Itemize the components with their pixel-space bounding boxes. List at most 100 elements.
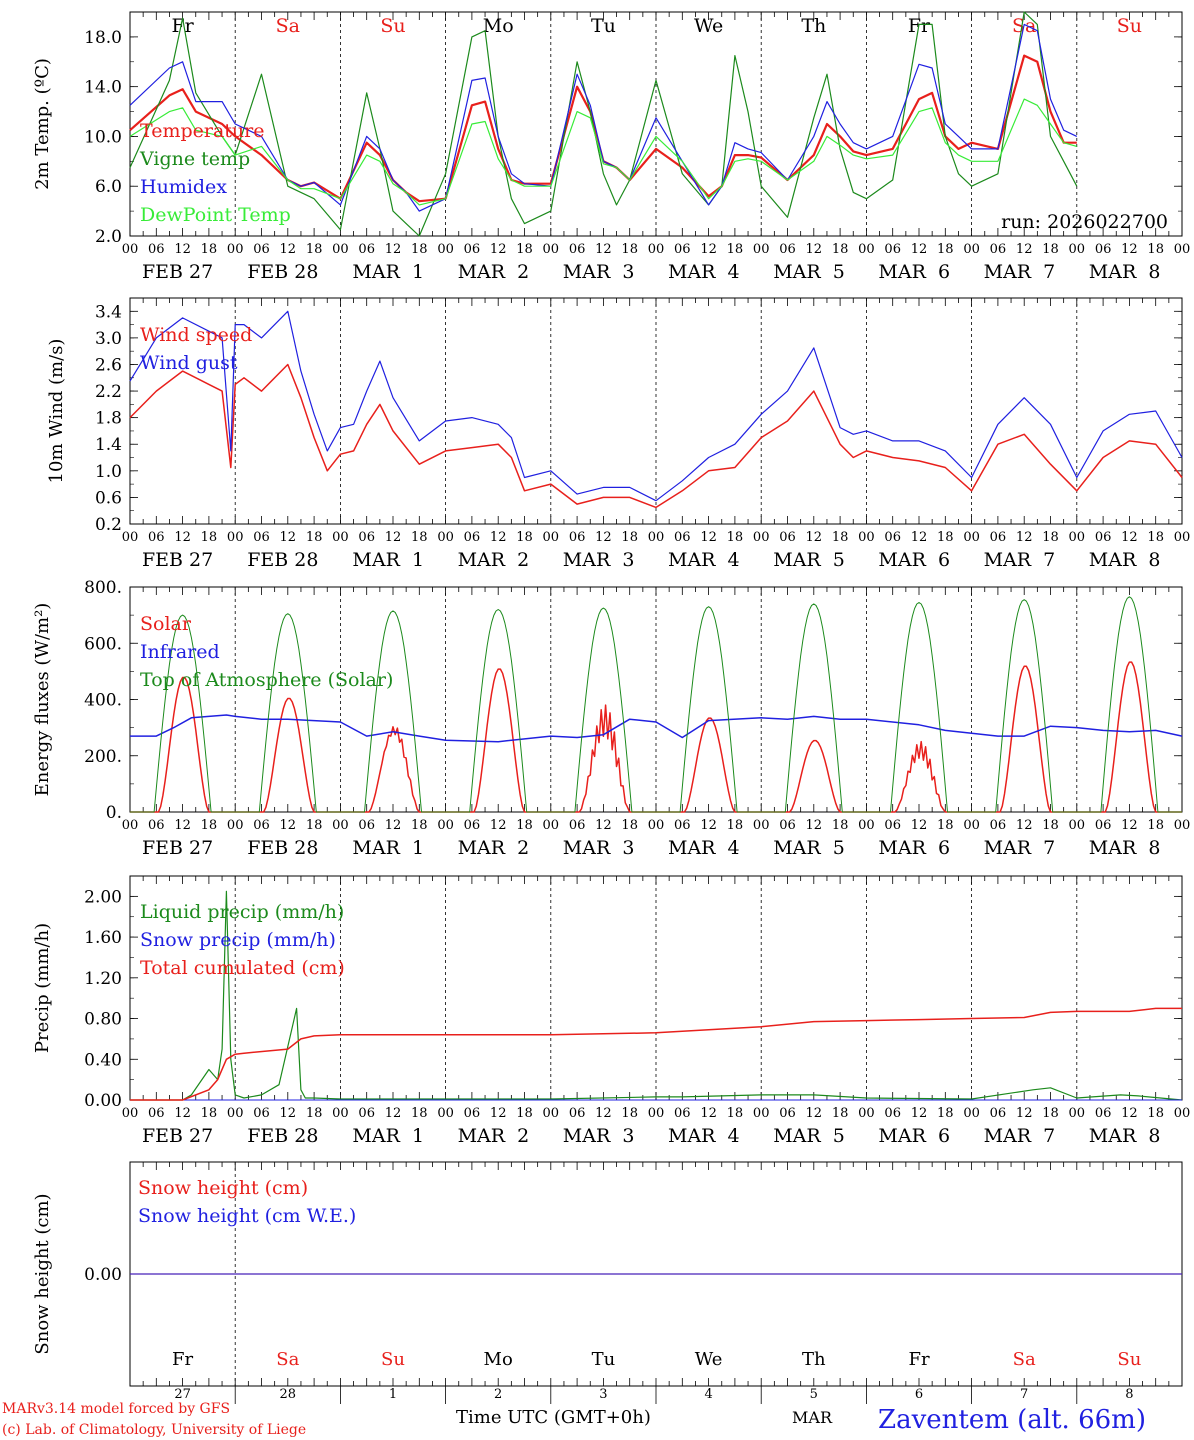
x-hour-label: 18: [832, 530, 849, 545]
date-label: MAR 1: [352, 261, 424, 283]
panel-wind: 0.2 0.6 1.0 1.4 1.8 2.2 2.6 3.0 3.4 10m Wind (m/s…: [46, 297, 1190, 571]
x-hour-label: 06: [253, 242, 270, 257]
x-hour-label: 18: [411, 530, 428, 545]
weekday-label: Fr: [908, 1349, 929, 1370]
date-label: FEB 27: [142, 261, 213, 283]
x-hour-label: 18: [832, 1106, 849, 1121]
x-hour-label: 06: [674, 818, 691, 833]
date-label: MAR 1: [352, 1125, 424, 1147]
x-hour-label: 00: [648, 530, 665, 545]
x-hour-label: 18: [516, 242, 533, 257]
date-label: MAR 7: [984, 261, 1056, 283]
weekday-label: Sa: [276, 15, 300, 37]
x-hour-label: 12: [1121, 818, 1138, 833]
x-hour-label: 00: [753, 242, 770, 257]
x-hour-label: 12: [174, 242, 191, 257]
x-hour-label: 06: [674, 242, 691, 257]
y-axis-label: Snow height (cm): [32, 1193, 53, 1354]
x-hour-label: 12: [280, 242, 297, 257]
x-hour-label: 12: [1121, 242, 1138, 257]
y-tick-label: 600.: [84, 634, 122, 654]
x-hour-label: 00: [1069, 530, 1086, 545]
y-tick-label: 0.40: [84, 1050, 122, 1070]
x-hour-label: 18: [727, 818, 744, 833]
series-dewpoint-temp: [129, 98, 1077, 206]
y-tick-label: 1.8: [95, 409, 122, 429]
x-hour-label: 00: [858, 1106, 875, 1121]
series-total-cumulated-cm-: [130, 1007, 1182, 1101]
legend-entry: Snow height (cm W.E.): [138, 1205, 356, 1227]
x-hour-label: 06: [569, 530, 586, 545]
x-hour-label: 18: [306, 818, 323, 833]
y-tick-label: 1.20: [84, 969, 122, 989]
legend-entry: DewPoint Temp: [140, 204, 291, 226]
x-hour-label: 18: [937, 1106, 954, 1121]
day-number: 3: [599, 1387, 607, 1402]
x-hour-label: 06: [884, 242, 901, 257]
x-hour-label: 06: [253, 818, 270, 833]
x-hour-label: 12: [700, 818, 717, 833]
x-hour-label: 18: [411, 1106, 428, 1121]
series-liquid-precip-mm-h-: [130, 890, 1183, 1101]
x-hour-label: 06: [253, 530, 270, 545]
legend-entry: Humidex: [140, 176, 227, 198]
x-hour-label: 12: [595, 530, 612, 545]
legend-entry: Liquid precip (mm/h): [140, 901, 344, 923]
x-hour-label: 18: [621, 242, 638, 257]
x-hour-label: 00: [332, 530, 349, 545]
x-hour-label: 18: [306, 530, 323, 545]
date-label: MAR 2: [458, 837, 530, 859]
date-label: MAR 8: [1089, 261, 1161, 283]
x-hour-label: 12: [911, 530, 928, 545]
lab-credit: (c) Lab. of Climatology, University of L…: [2, 1422, 306, 1438]
y-axis-label: 2m Temp. (ºC): [32, 58, 53, 190]
y-tick-label: 1.0: [95, 462, 122, 482]
panel-precip: 0.00 0.40 0.80 1.20 1.60 2.00 Precip (mm/h) 00 0…: [32, 875, 1190, 1147]
date-label: MAR 4: [668, 549, 740, 571]
x-hour-label: 12: [490, 1106, 507, 1121]
y-tick-label: 200.: [84, 747, 122, 767]
y-tick-label: 6.0: [95, 177, 122, 197]
panel-energy: 0. 200. 400. 600. 800. Energy fluxes (W/m²) 00…: [32, 578, 1190, 859]
x-hour-label: 06: [884, 1106, 901, 1121]
date-label: MAR 7: [984, 1125, 1056, 1147]
y-tick-label: 2.00: [84, 887, 122, 907]
legend-entry: Top of Atmosphere (Solar): [140, 669, 393, 691]
x-hour-label: 18: [1147, 1106, 1164, 1121]
x-hour-label: 12: [174, 530, 191, 545]
x-hour-label: 06: [779, 242, 796, 257]
x-hour-label: 00: [858, 242, 875, 257]
x-hour-label: 06: [358, 242, 375, 257]
date-label: MAR 1: [352, 837, 424, 859]
x-hour-label: 06: [674, 1106, 691, 1121]
x-hour-label: 00: [753, 1106, 770, 1121]
x-hour-label: 12: [595, 242, 612, 257]
x-hour-label: 12: [700, 530, 717, 545]
x-hour-label: 06: [253, 1106, 270, 1121]
x-hour-label: 06: [148, 530, 165, 545]
x-hour-label: 06: [779, 530, 796, 545]
y-tick-label: 0.2: [95, 515, 122, 535]
x-hour-label: 18: [201, 818, 218, 833]
day-number: 8: [1125, 1387, 1133, 1402]
x-hour-label: 12: [700, 1106, 717, 1121]
date-label: MAR 3: [563, 837, 635, 859]
date-label: MAR 2: [458, 1125, 530, 1147]
x-hour-label: 06: [884, 530, 901, 545]
date-label: MAR 6: [878, 261, 950, 283]
x-hour-label: 12: [1016, 242, 1033, 257]
y-tick-label: 2.2: [95, 382, 122, 402]
x-hour-label: 06: [148, 1106, 165, 1121]
x-hour-label: 06: [148, 818, 165, 833]
x-hour-label: 12: [806, 818, 823, 833]
y-tick-label: 3.4: [95, 302, 122, 322]
x-hour-label: 18: [832, 242, 849, 257]
date-label: MAR 6: [878, 837, 950, 859]
x-hour-label: 00: [1069, 818, 1086, 833]
x-hour-label: 12: [1121, 1106, 1138, 1121]
station-name: Zaventem (alt. 66m): [878, 1405, 1146, 1435]
date-label: MAR 1: [352, 549, 424, 571]
legend-entry: Infrared: [140, 641, 220, 663]
date-label: MAR 6: [878, 549, 950, 571]
x-hour-label: 12: [385, 242, 402, 257]
